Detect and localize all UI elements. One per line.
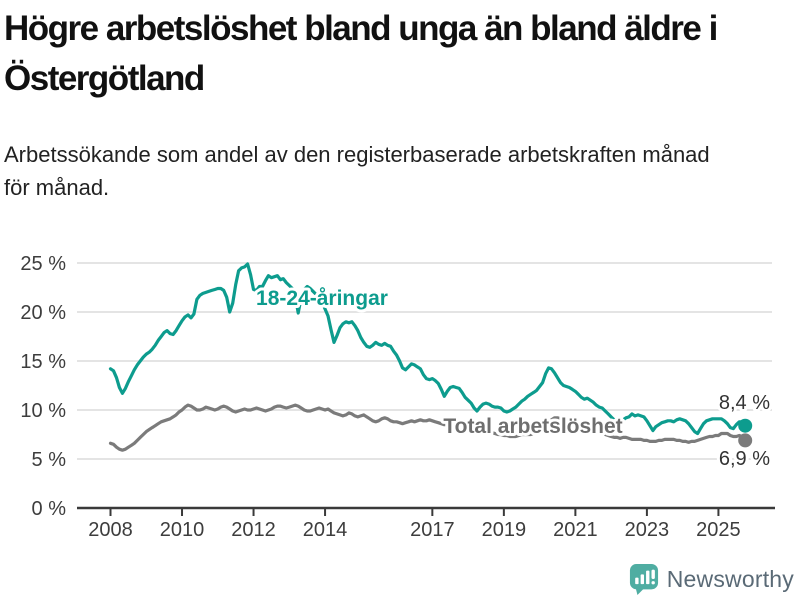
x-tick-label: 2012 <box>231 519 276 541</box>
series-line-youth <box>108 262 747 436</box>
x-tick-label: 2021 <box>553 519 598 541</box>
series-end-label-youth: 8,4 % <box>719 392 770 414</box>
logo-bubble-tail <box>635 587 645 595</box>
y-tick-label: 5 % <box>32 449 67 471</box>
y-tick-label: 20 % <box>20 302 66 324</box>
series-label-total: Total arbetslöshet <box>443 415 622 438</box>
series-end-dot-total <box>738 433 753 448</box>
chart-subtitle-line1: Arbetssökande som andel av den registerb… <box>4 142 710 167</box>
logo-bar-chart-glyph <box>634 569 655 585</box>
page-title-line2: Östergötland <box>4 59 205 98</box>
chart-subtitle-line2: för månad. <box>4 175 110 200</box>
x-tick-label: 2014 <box>303 519 348 541</box>
brand-name: Newsworthy <box>666 565 794 592</box>
series-end-dot-youth <box>738 418 753 433</box>
y-tick-label: 25 % <box>20 253 66 275</box>
y-tick-label: 0 % <box>32 498 67 520</box>
x-tick-label: 2019 <box>482 519 527 541</box>
x-tick-label: 2008 <box>88 519 133 541</box>
chart-subtitle: Arbetssökande som andel av den registerb… <box>4 138 796 204</box>
x-tick-label: 2010 <box>160 519 205 541</box>
y-tick-label: 15 % <box>20 351 66 373</box>
x-tick-label: 2023 <box>625 519 670 541</box>
x-tick-label: 2017 <box>410 519 455 541</box>
page-title-line1: Högre arbetslöshet bland unga än bland ä… <box>4 9 718 48</box>
series-end-label-total: 6,9 % <box>719 448 770 470</box>
series-label-youth: 18-24-åringar <box>256 287 388 310</box>
newsworthy-logo-icon <box>629 564 658 595</box>
page-title: Högre arbetslöshet bland unga än bland ä… <box>4 4 796 104</box>
y-tick-label: 10 % <box>20 400 66 422</box>
x-tick-label: 2025 <box>696 519 741 541</box>
brand-footer: Newsworthy <box>629 563 794 595</box>
series-line-total <box>108 403 747 452</box>
chart-header: Högre arbetslöshet bland unga än bland ä… <box>4 4 796 204</box>
